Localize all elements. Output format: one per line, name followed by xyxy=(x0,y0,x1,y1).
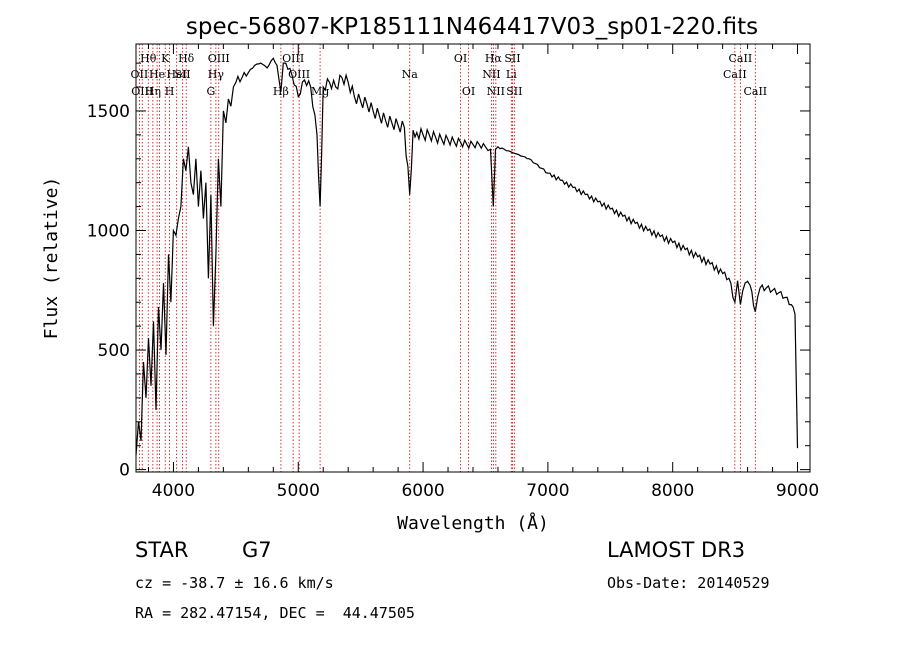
marker-label: Hα xyxy=(485,52,503,65)
marker-label: OI xyxy=(454,52,467,65)
y-tick-label: 1000 xyxy=(87,222,130,242)
marker-label: Hθ xyxy=(140,52,157,65)
line-marker-labels: OIIOIIIHθHηHeKHHeISIIHδGHγOIIIHβOIIIOIII… xyxy=(131,52,768,98)
x-axis-label: Wavelength (Å) xyxy=(397,512,549,534)
x-tick-label: 5000 xyxy=(277,481,320,501)
marker-label: SII xyxy=(504,52,520,65)
x-tick-label: 4000 xyxy=(152,481,195,501)
marker-label: G xyxy=(206,85,215,98)
x-tick-label: 8000 xyxy=(651,481,694,501)
marker-label: HeI xyxy=(166,68,186,81)
marker-label: OIII xyxy=(208,52,230,65)
redshift: cz = -38.7 ± 16.6 km/s xyxy=(135,574,334,592)
marker-label: SII xyxy=(506,85,522,98)
marker-label: SII xyxy=(174,68,190,81)
x-tick-label: 9000 xyxy=(776,481,819,501)
x-tick-label: 7000 xyxy=(526,481,569,501)
subclass: G7 xyxy=(242,538,272,562)
obs-date: Obs-Date: 20140529 xyxy=(607,574,770,592)
x-tick-label: 6000 xyxy=(401,481,444,501)
marker-label: OII xyxy=(131,68,149,81)
object-class: STAR xyxy=(135,538,189,562)
marker-label: OIII xyxy=(282,52,304,65)
y-tick-label: 1500 xyxy=(87,102,130,122)
marker-label: OIII xyxy=(131,85,153,98)
y-axis: 0 500 1000 1500 xyxy=(87,62,810,481)
coordinates: RA = 282.47154, DEC = 44.47505 xyxy=(135,604,415,622)
marker-label: NII xyxy=(482,68,500,81)
marker-label: Hγ xyxy=(208,68,225,81)
marker-label: Mg xyxy=(311,85,329,98)
marker-label: Hη xyxy=(145,85,161,98)
marker-label: NII xyxy=(487,85,505,98)
y-tick-label: 500 xyxy=(98,341,130,361)
y-tick-label: 0 xyxy=(119,461,130,481)
x-axis: 4000 5000 6000 7000 8000 9000 xyxy=(147,44,819,501)
marker-label: CaII xyxy=(723,68,747,81)
marker-label: Na xyxy=(402,68,419,81)
chart-title: spec-56807-KP185111N464417V03_sp01-220.f… xyxy=(186,14,758,40)
line-markers xyxy=(138,44,756,472)
marker-label: K xyxy=(161,52,170,65)
spectrum-line xyxy=(135,57,799,456)
survey-name: LAMOST DR3 xyxy=(607,538,746,562)
plot-frame xyxy=(135,43,811,473)
marker-label: OIII xyxy=(288,68,310,81)
marker-label: Li xyxy=(506,68,517,81)
marker-label: Hδ xyxy=(178,52,195,65)
y-axis-label: Flux (relative) xyxy=(41,177,62,340)
marker-label: CaII xyxy=(729,52,753,65)
marker-label: OI xyxy=(462,85,475,98)
marker-label: CaII xyxy=(743,85,767,98)
marker-label: H xyxy=(165,85,175,98)
marker-label: He xyxy=(149,68,165,81)
